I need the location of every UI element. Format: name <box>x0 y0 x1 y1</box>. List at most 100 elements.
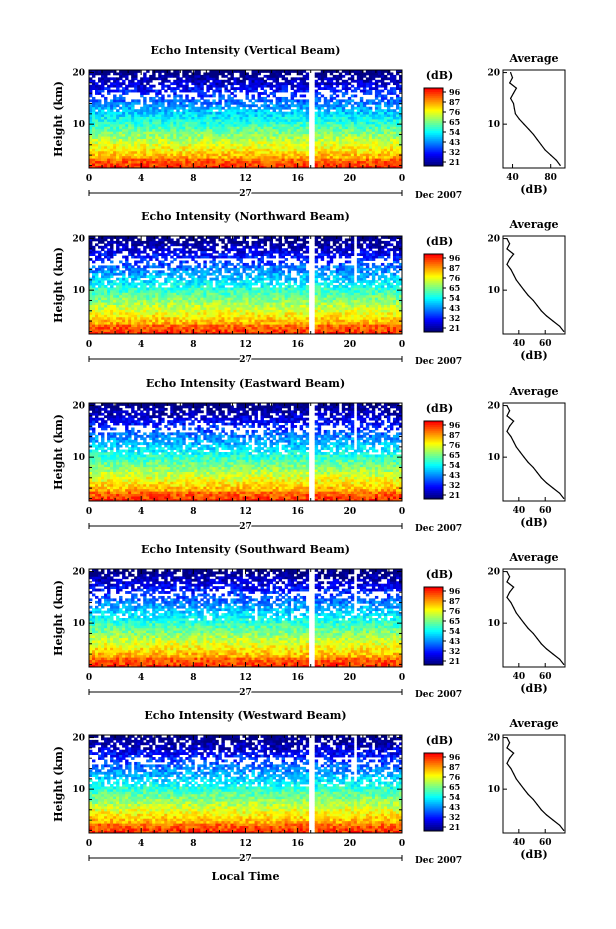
heatmap-cell <box>236 123 240 127</box>
heatmap-cell <box>251 72 255 76</box>
heatmap-cell <box>125 141 129 144</box>
heatmap-cell <box>386 163 391 166</box>
heatmap-cell <box>275 153 280 157</box>
heatmap-cell <box>197 160 201 164</box>
heatmap-cell <box>344 158 349 162</box>
heatmap-cell <box>155 119 159 122</box>
heatmap-cell <box>95 106 99 110</box>
heatmap-cell <box>389 141 394 144</box>
heatmap-cell <box>368 143 373 147</box>
heatmap-cell <box>383 109 388 113</box>
heatmap-cell <box>278 145 283 149</box>
heatmap-cell <box>356 106 361 110</box>
heatmap-cell <box>293 145 298 149</box>
heatmap-cell <box>206 121 210 125</box>
heatmap-cell <box>164 302 168 305</box>
heatmap-cell <box>341 114 346 117</box>
heatmap-cell <box>302 87 307 90</box>
heatmap-cell <box>137 143 141 147</box>
heatmap-cell <box>188 101 192 105</box>
heatmap-cell <box>386 123 391 127</box>
heatmap-cell <box>143 104 147 108</box>
heatmap-cell <box>101 145 105 149</box>
heatmap-cell <box>314 163 319 166</box>
heatmap-cell <box>332 141 337 144</box>
heatmap-cell <box>254 324 258 328</box>
colorbar-tick-label: 32 <box>449 147 460 157</box>
heatmap-cell <box>326 163 331 166</box>
heatmap-cell <box>89 126 93 130</box>
heatmap-cell <box>122 126 126 130</box>
heatmap-cell <box>215 141 219 144</box>
heatmap-cell <box>245 87 249 90</box>
heatmap-cell <box>275 331 280 335</box>
heatmap-cell <box>224 89 228 93</box>
heatmap-cell <box>332 136 337 139</box>
heatmap-cell <box>200 311 204 315</box>
heatmap-cell <box>344 101 349 105</box>
heatmap-cell <box>278 109 283 113</box>
heatmap-cell <box>116 116 120 120</box>
heatmap-cell <box>209 104 213 108</box>
heatmap-cell <box>191 324 195 328</box>
heatmap-cell <box>356 121 361 125</box>
heatmap-cell <box>287 123 292 127</box>
heatmap-cell <box>143 126 147 130</box>
heatmap-cell <box>260 316 264 320</box>
heatmap-cell <box>269 319 273 323</box>
heatmap-cell <box>341 160 346 164</box>
heatmap-cell <box>314 72 319 76</box>
heatmap-cell <box>107 329 111 332</box>
heatmap-cell <box>365 89 370 93</box>
heatmap-cell <box>314 160 319 164</box>
heatmap-cell <box>254 123 258 127</box>
heatmap-cell <box>386 329 391 332</box>
heatmap-cell <box>215 138 219 142</box>
heatmap-cell <box>338 74 343 78</box>
heatmap-cell <box>140 326 144 330</box>
heatmap-cell <box>233 148 237 152</box>
heatmap-cell <box>251 160 255 164</box>
heatmap-cell <box>185 121 189 125</box>
heatmap-cell <box>293 136 298 139</box>
heatmap-cell <box>353 72 358 76</box>
heatmap-cell <box>209 131 213 135</box>
heatmap-cell <box>272 133 276 137</box>
heatmap-cell <box>161 316 165 320</box>
heatmap-cell <box>278 311 283 315</box>
heatmap-cell <box>233 111 237 115</box>
heatmap-cell <box>353 143 358 147</box>
heatmap-cell <box>233 82 237 86</box>
heatmap-cell <box>236 116 240 120</box>
heatmap-cell <box>386 150 391 154</box>
heatmap-cell <box>182 165 186 169</box>
heatmap-cell <box>227 133 231 137</box>
heatmap-cell <box>215 114 219 117</box>
heatmap-cell <box>344 116 349 120</box>
heatmap-cell <box>95 70 99 73</box>
heatmap-cell <box>296 104 301 108</box>
heatmap-cell <box>356 329 361 332</box>
heatmap-cell <box>359 155 364 159</box>
heatmap-cell <box>128 319 132 323</box>
heatmap-cell <box>179 307 183 310</box>
heatmap-cell <box>185 114 189 117</box>
heatmap-cell <box>332 101 337 105</box>
heatmap-cell <box>263 138 267 142</box>
heatmap-cell <box>146 163 150 166</box>
heatmap-cell <box>329 311 334 315</box>
heatmap-cell <box>239 119 243 122</box>
heatmap-cell <box>332 329 337 332</box>
heatmap-cell <box>350 94 355 98</box>
heatmap-cell <box>248 165 252 169</box>
heatmap-cell <box>140 314 144 318</box>
heatmap-cell <box>296 99 301 103</box>
heatmap-cell <box>101 109 105 113</box>
heatmap-cell <box>227 148 231 152</box>
heatmap-cell <box>131 131 135 135</box>
heatmap-cell <box>383 160 388 164</box>
heatmap-cell <box>338 126 343 130</box>
heatmap-cell <box>149 131 153 135</box>
heatmap-cell <box>398 158 403 162</box>
